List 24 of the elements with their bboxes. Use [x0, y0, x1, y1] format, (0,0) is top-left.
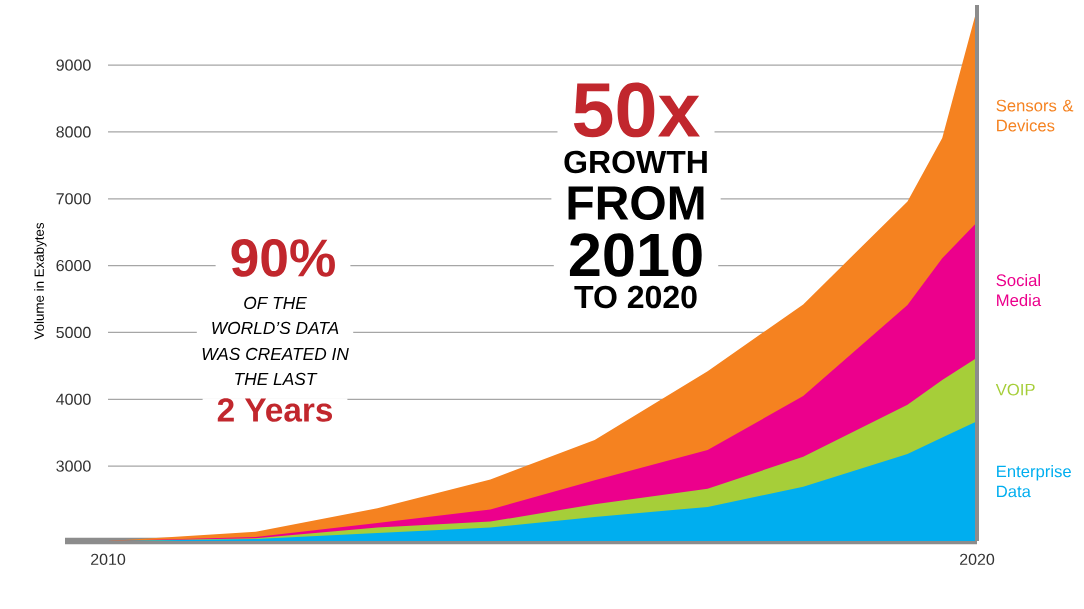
- series-label: VOIP: [995, 383, 1035, 396]
- annotation: FROM: [568, 186, 704, 220]
- y-tick-label: 5000: [56, 326, 91, 339]
- y-tick-label: 8000: [56, 126, 91, 138]
- series-label: Social Media: [996, 273, 1042, 307]
- annotation: GROWTH: [564, 150, 707, 174]
- annotation: 2 Years: [217, 398, 333, 422]
- annotation: TO 2020: [574, 285, 697, 309]
- y-tick-label: 4000: [56, 393, 91, 405]
- annotation: WORLD’S DATA: [212, 321, 339, 335]
- series-label: Enterprise Data: [997, 465, 1071, 498]
- y-tick-label: 9000: [56, 59, 91, 71]
- y-tick-label: 3000: [56, 460, 91, 472]
- annotation: THE LAST: [235, 372, 318, 386]
- y-tick-label: 7000: [56, 193, 91, 205]
- annotation: WAS CREATED IN: [202, 347, 349, 361]
- series-label: Sensors & Devices: [996, 99, 1074, 132]
- annotation: OF THE: [244, 296, 307, 310]
- annotation: 2010: [569, 233, 702, 277]
- annotation: 50x: [573, 82, 700, 138]
- x-tick-label: 2020: [960, 553, 995, 566]
- y-axis-title: Volume in Exabytes: [34, 222, 47, 340]
- annotation: 90%: [231, 239, 335, 277]
- y-tick-label: 6000: [56, 259, 91, 272]
